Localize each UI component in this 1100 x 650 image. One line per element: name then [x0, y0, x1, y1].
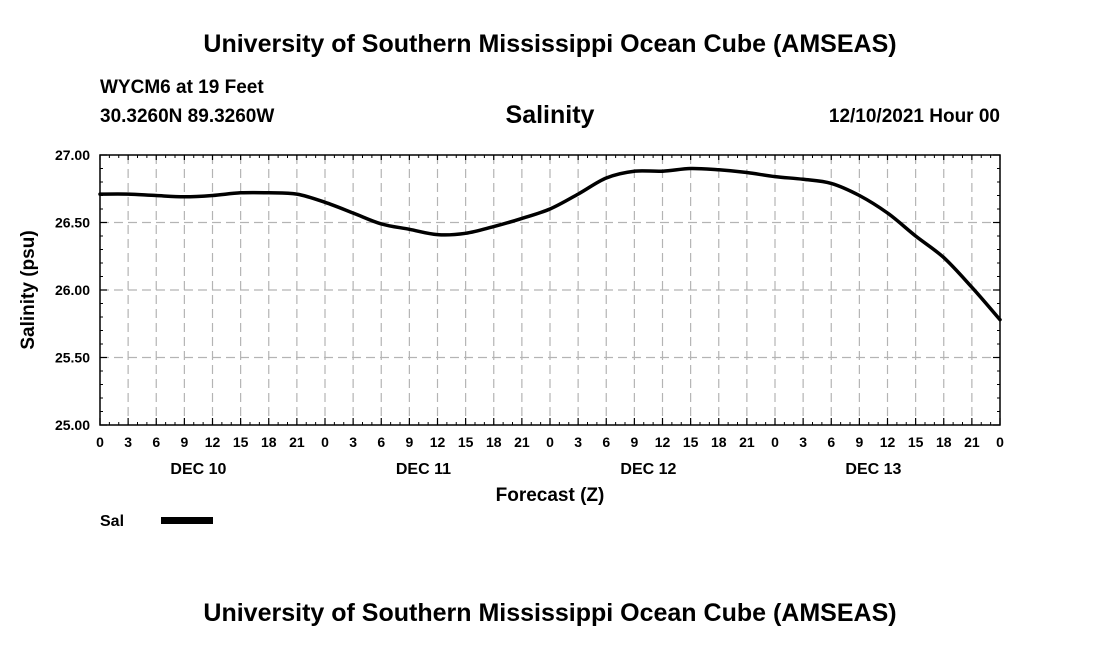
legend-label-sal: Sal [100, 513, 124, 530]
x-tick-label: 3 [799, 434, 807, 450]
x-tick-label: 15 [458, 434, 474, 450]
x-tick-label: 3 [124, 434, 132, 450]
x-tick-label: 21 [739, 434, 755, 450]
x-tick-label: 6 [152, 434, 160, 450]
x-tick-label: 18 [261, 434, 277, 450]
x-tick-label: 0 [96, 434, 104, 450]
x-tick-label: 6 [377, 434, 385, 450]
y-tick-label: 25.50 [55, 350, 90, 366]
page-title: University of Southern Mississippi Ocean… [203, 30, 897, 58]
x-tick-label: 3 [574, 434, 582, 450]
x-tick-label: 15 [908, 434, 924, 450]
grid [100, 155, 1000, 425]
day-labels: DEC 10 DEC 11 DEC 12 DEC 13 [170, 461, 901, 478]
x-tick-label: 0 [321, 434, 329, 450]
x-tick-label: 6 [827, 434, 835, 450]
x-tick-label: 0 [771, 434, 779, 450]
y-tick-label: 26.50 [55, 215, 90, 231]
x-tick-label: 9 [855, 434, 863, 450]
day-label: DEC 11 [396, 461, 451, 478]
run-time-label: 12/10/2021 Hour 00 [828, 106, 1000, 127]
x-tick-label: 15 [683, 434, 699, 450]
x-tick-label: 3 [349, 434, 357, 450]
x-tick-label: 18 [486, 434, 502, 450]
legend-swatch-sal [161, 517, 213, 524]
y-axis-title: Salinity (psu) [18, 230, 39, 349]
series-line-sal [98, 166, 1002, 322]
x-tick-label: 15 [233, 434, 249, 450]
coordinates-label: 30.3260N 89.3260W [100, 106, 275, 127]
x-tick-label: 21 [289, 434, 305, 450]
x-tick-label: 18 [711, 434, 727, 450]
x-tick-label: 12 [655, 434, 671, 450]
x-tick-label: 21 [514, 434, 530, 450]
axis-ticks [99, 154, 1001, 426]
x-tick-label: 0 [996, 434, 1004, 450]
x-tick-label: 0 [546, 434, 554, 450]
day-label: DEC 13 [845, 461, 901, 478]
day-label: DEC 12 [620, 461, 676, 478]
chart-title: Salinity [505, 101, 595, 129]
y-tick-label: 26.00 [55, 282, 90, 298]
x-tick-label: 12 [880, 434, 896, 450]
x-axis-title: Forecast (Z) [496, 485, 605, 506]
x-tick-label: 21 [964, 434, 980, 450]
x-tick-labels: 0 3 6 9 12 15 18 21 0 3 6 9 12 15 18 21 0 3 6 9 12 15 18 21 0 3 6 9… [96, 434, 1004, 450]
footer-title: University of Southern Mississippi Ocean… [203, 599, 897, 627]
x-tick-label: 12 [205, 434, 221, 450]
x-tick-label: 6 [602, 434, 610, 450]
y-tick-label: 25.00 [55, 417, 90, 433]
y-tick-labels: 25.00 25.50 26.00 26.50 27.00 [55, 147, 90, 433]
day-label: DEC 10 [170, 461, 226, 478]
x-tick-label: 18 [936, 434, 952, 450]
station-label: WYCM6 at 19 Feet [100, 77, 264, 98]
x-tick-label: 9 [180, 434, 188, 450]
x-tick-label: 12 [430, 434, 446, 450]
y-tick-label: 27.00 [55, 147, 90, 163]
x-tick-label: 9 [405, 434, 413, 450]
x-tick-label: 9 [630, 434, 638, 450]
